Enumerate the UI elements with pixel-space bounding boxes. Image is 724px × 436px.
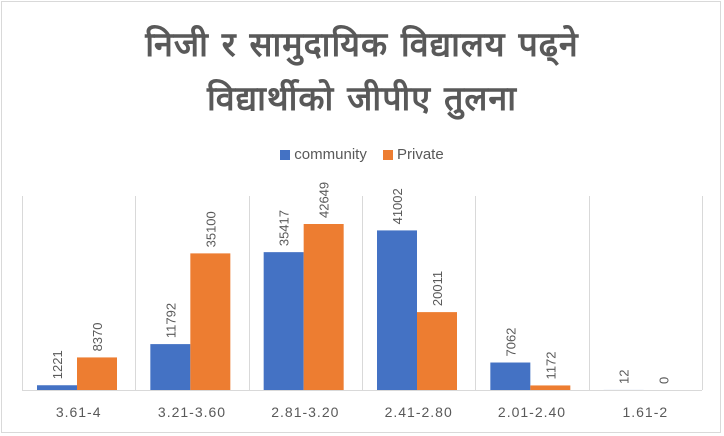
bar-community-0 [37, 385, 77, 390]
legend-entry-private: Private [383, 146, 444, 163]
legend-label-community: community [294, 146, 367, 163]
data-label-community-4: 7062 [503, 328, 518, 357]
category-label-0: 3.61-4 [56, 404, 102, 420]
bar-private-4 [530, 385, 571, 390]
bar-private-1 [190, 253, 231, 390]
bar-community-3 [377, 230, 417, 390]
legend-swatch-community [280, 150, 291, 160]
data-label-community-0: 1221 [50, 350, 65, 379]
legend-label-private: Private [397, 146, 444, 163]
chart-legend: community Private [0, 146, 724, 163]
category-label-4: 2.01-2.40 [498, 404, 566, 420]
legend-swatch-private [383, 150, 393, 160]
bar-community-4 [490, 362, 531, 390]
bar-private-2 [303, 224, 344, 390]
chart-title-line-1: निजी र सामुदायिक विद्यालय पढ्ने [145, 25, 579, 65]
chart-title: निजी र सामुदायिक विद्यालय पढ्ने विद्यार्… [0, 18, 724, 126]
data-label-community-1: 11792 [163, 303, 178, 338]
data-label-private-3: 20011 [430, 271, 445, 306]
bar-community-2 [263, 252, 304, 390]
data-label-private-1: 35100 [203, 211, 218, 247]
category-label-2: 2.81-3.20 [271, 404, 339, 420]
bar-private-3 [417, 312, 457, 390]
data-label-private-0: 8370 [90, 323, 105, 352]
data-label-community-2: 35417 [277, 210, 292, 246]
category-label-5: 1.61-2 [622, 404, 668, 420]
data-label-private-4: 1172 [543, 351, 558, 379]
data-label-community-5: 12 [617, 369, 632, 383]
bar-private-0 [77, 357, 117, 390]
data-label-private-5: 0 [657, 377, 672, 384]
legend-entry-community: community [280, 146, 367, 163]
data-label-community-3: 41002 [390, 188, 405, 224]
bar-community-1 [150, 344, 191, 390]
category-label-1: 3.21-3.60 [158, 404, 226, 420]
chart-title-line-2: विद्यार्थीको जीपीए तुलना [206, 79, 518, 119]
category-label-3: 2.41-2.80 [385, 404, 453, 420]
data-label-private-2: 42649 [317, 182, 332, 218]
